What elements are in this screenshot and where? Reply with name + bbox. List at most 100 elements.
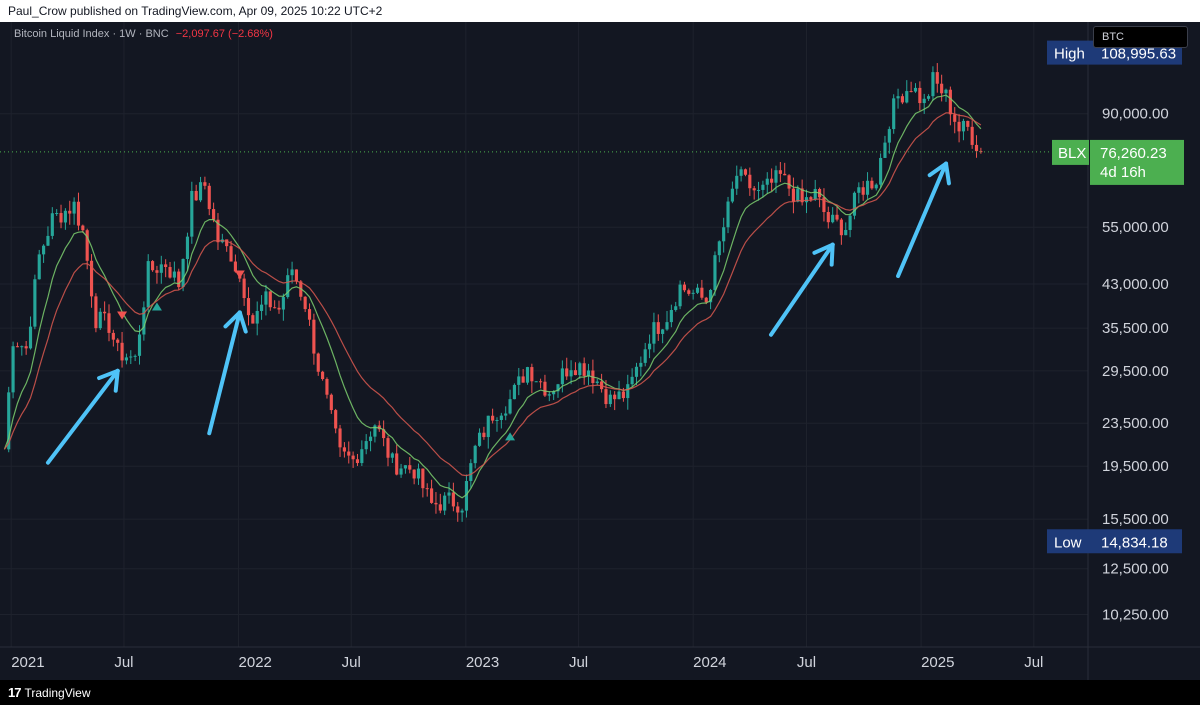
chart-area[interactable]: 90,000.00 55,000.00 43,000.00 35,500.00 29,5… bbox=[0, 22, 1200, 680]
candle-body bbox=[368, 436, 373, 442]
candle-body bbox=[164, 264, 168, 268]
candle-body bbox=[264, 291, 268, 305]
candle-body bbox=[578, 363, 582, 376]
candle-body bbox=[251, 315, 255, 324]
candle-body bbox=[709, 289, 713, 303]
buy-signal-marker bbox=[505, 432, 516, 441]
candle-body bbox=[913, 87, 918, 92]
annotation-arrow bbox=[896, 161, 949, 279]
candle-body bbox=[870, 180, 874, 189]
candle-body bbox=[55, 213, 59, 215]
tradingview-logo[interactable]: 17 TradingView bbox=[8, 685, 91, 700]
candle-body bbox=[20, 346, 24, 348]
annotation-arrowhead bbox=[829, 242, 835, 267]
candle-body bbox=[307, 309, 312, 320]
y-tick-label: 90,000.00 bbox=[1102, 106, 1169, 123]
candle-body bbox=[203, 182, 207, 186]
candle-body bbox=[896, 96, 900, 99]
tradingview-icon: 17 bbox=[8, 685, 22, 700]
candle-body bbox=[451, 492, 455, 507]
candle-body bbox=[268, 291, 272, 308]
candle-body bbox=[155, 270, 159, 273]
candle-body bbox=[634, 366, 639, 377]
y-tick-label: 15,500.00 bbox=[1102, 511, 1169, 528]
candle-body bbox=[181, 258, 185, 288]
candle-body bbox=[473, 445, 477, 464]
candle-body bbox=[887, 129, 891, 143]
annotation-arrow bbox=[207, 310, 242, 436]
last-value-badge bbox=[1090, 139, 1184, 185]
candle-body bbox=[844, 229, 848, 236]
publish-header: Paul_Crow published on TradingView.com, … bbox=[0, 0, 1200, 22]
candle-body bbox=[879, 157, 883, 185]
candle-body bbox=[722, 227, 726, 242]
candle-body bbox=[761, 184, 765, 190]
candle-body bbox=[809, 197, 813, 200]
candle-body bbox=[133, 355, 137, 357]
candle-body bbox=[682, 284, 687, 291]
compare-symbol-label: BTC bbox=[1102, 31, 1124, 43]
candle-body bbox=[159, 264, 163, 273]
candle-body bbox=[338, 428, 342, 448]
candle-body bbox=[137, 334, 142, 356]
candle-body bbox=[229, 246, 233, 262]
candle-body bbox=[81, 225, 85, 231]
candle-body bbox=[700, 287, 704, 298]
candle-body bbox=[652, 322, 656, 344]
candle-body bbox=[552, 391, 556, 395]
candle-body bbox=[717, 241, 721, 256]
candle-body bbox=[970, 126, 974, 145]
candle-body bbox=[556, 384, 560, 392]
y-tick-label: 43,000.00 bbox=[1102, 276, 1169, 293]
candle-body bbox=[28, 326, 33, 349]
y-tick-label: 55,000.00 bbox=[1102, 219, 1169, 236]
candle-body bbox=[595, 381, 599, 384]
y-tick-label: 10,250.00 bbox=[1102, 606, 1169, 623]
ma-fast-line bbox=[3, 94, 982, 499]
candle-body bbox=[756, 189, 761, 191]
candle-body bbox=[892, 98, 896, 130]
candle-body bbox=[826, 212, 830, 223]
x-tick-label: 2021 bbox=[11, 654, 44, 671]
candle-body bbox=[630, 376, 634, 385]
candle-body bbox=[94, 296, 98, 329]
symbol-legend: Bitcoin Liquid Index · 1W · BNC −2,097.6… bbox=[14, 28, 273, 40]
candle-body bbox=[787, 175, 791, 189]
candle-body bbox=[735, 175, 739, 189]
candle-body bbox=[831, 214, 835, 223]
candle-body bbox=[539, 381, 543, 383]
candle-body bbox=[464, 481, 469, 511]
candle-body bbox=[669, 309, 673, 323]
candle-body bbox=[857, 187, 861, 193]
candle-body bbox=[839, 219, 843, 236]
candle-body bbox=[508, 399, 512, 414]
candle-body bbox=[216, 219, 220, 243]
compare-symbol-box[interactable]: BTC bbox=[1093, 26, 1188, 48]
candle-body bbox=[312, 319, 316, 354]
candle-body bbox=[421, 468, 425, 489]
candle-body bbox=[865, 180, 870, 195]
candle-body bbox=[608, 394, 612, 405]
candle-body bbox=[957, 121, 961, 132]
candle-body bbox=[918, 87, 922, 104]
last-tag: BLX bbox=[1058, 145, 1086, 162]
candle-body bbox=[626, 384, 630, 399]
candle-body bbox=[360, 449, 364, 464]
candle-body bbox=[783, 173, 787, 176]
candle-body bbox=[743, 169, 748, 175]
candle-body bbox=[33, 279, 37, 327]
y-tick-label: 29,500.00 bbox=[1102, 363, 1169, 380]
candle-body bbox=[521, 376, 525, 383]
y-tick-label: 12,500.00 bbox=[1102, 561, 1169, 578]
candle-body bbox=[316, 353, 320, 372]
candle-body bbox=[565, 368, 569, 377]
candle-body bbox=[835, 214, 839, 220]
price-chart[interactable]: 90,000.00 55,000.00 43,000.00 35,500.00 29,5… bbox=[0, 22, 1200, 680]
candle-body bbox=[151, 261, 155, 271]
candle-body bbox=[874, 184, 878, 189]
candle-body bbox=[796, 188, 800, 202]
candle-body bbox=[72, 201, 76, 214]
x-tick-label: Jul bbox=[1024, 654, 1043, 671]
candle-body bbox=[438, 504, 442, 511]
candle-body bbox=[98, 311, 102, 329]
